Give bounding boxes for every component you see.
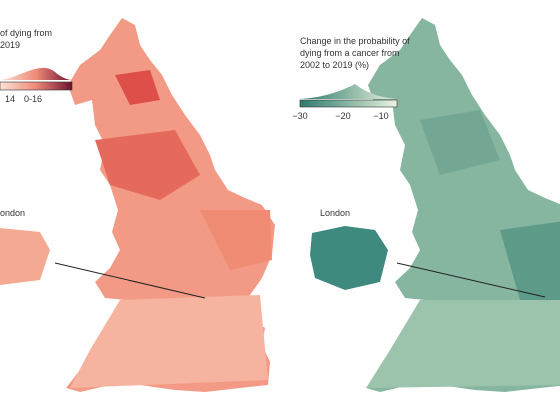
legend-distribution [0, 67, 72, 80]
legend-bar [0, 81, 73, 91]
legend-label: 0-16 [24, 94, 42, 104]
right-map: Change in the probability of dying from … [292, 18, 560, 392]
legend-label: −30 [292, 111, 307, 121]
left-map: of dying from 2019 14 0-16 ondon [0, 18, 275, 392]
region [500, 221, 560, 300]
region [420, 110, 500, 175]
legend-title: 2019 [0, 40, 20, 50]
inset-line [54, 262, 206, 299]
legend-distribution [300, 84, 397, 99]
london-inset [0, 228, 50, 285]
legend-label: −10 [373, 111, 388, 121]
london-inset [310, 226, 388, 290]
inset-label: ondon [0, 208, 25, 218]
legend-title: 2002 to 2019 (%) [300, 60, 369, 70]
legend-label: 14 [5, 94, 15, 104]
region [95, 130, 200, 200]
legend-title: of dying from [0, 28, 52, 38]
legend-title: Change in the probability of [300, 36, 410, 46]
legend-title: dying from a cancer from [300, 48, 400, 58]
inset-label: London [320, 208, 350, 218]
legend-bar [299, 99, 398, 108]
region [200, 210, 272, 270]
legend-label: −20 [335, 111, 350, 121]
region [366, 300, 560, 388]
region [70, 295, 268, 388]
inset-line [396, 262, 546, 298]
region [115, 70, 160, 105]
